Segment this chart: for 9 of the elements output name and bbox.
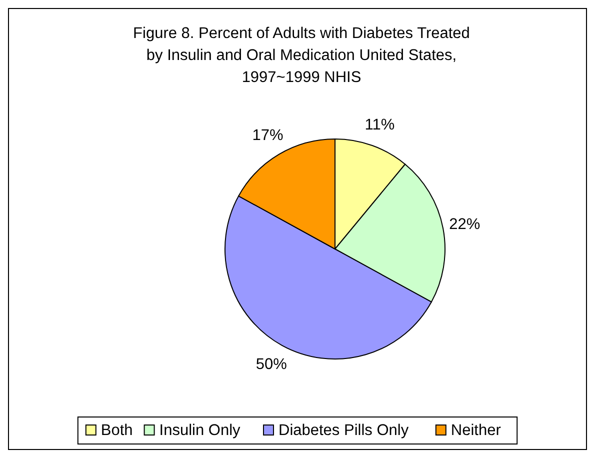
legend-label: Neither xyxy=(450,422,501,439)
data-label: 11% xyxy=(364,116,395,134)
data-label: 17% xyxy=(252,126,284,144)
data-label: 22% xyxy=(449,216,480,233)
legend-label: Insulin Only xyxy=(159,422,241,439)
legend-label: Diabetes Pills Only xyxy=(278,422,409,439)
data-label: 50% xyxy=(256,356,288,374)
chart-title: Figure 8. Percent of Adults with Diabetes Treated by Insulin and Oral Medication United States, 1997~1999 NHIS xyxy=(133,25,470,86)
legend-label: Both xyxy=(100,422,133,439)
